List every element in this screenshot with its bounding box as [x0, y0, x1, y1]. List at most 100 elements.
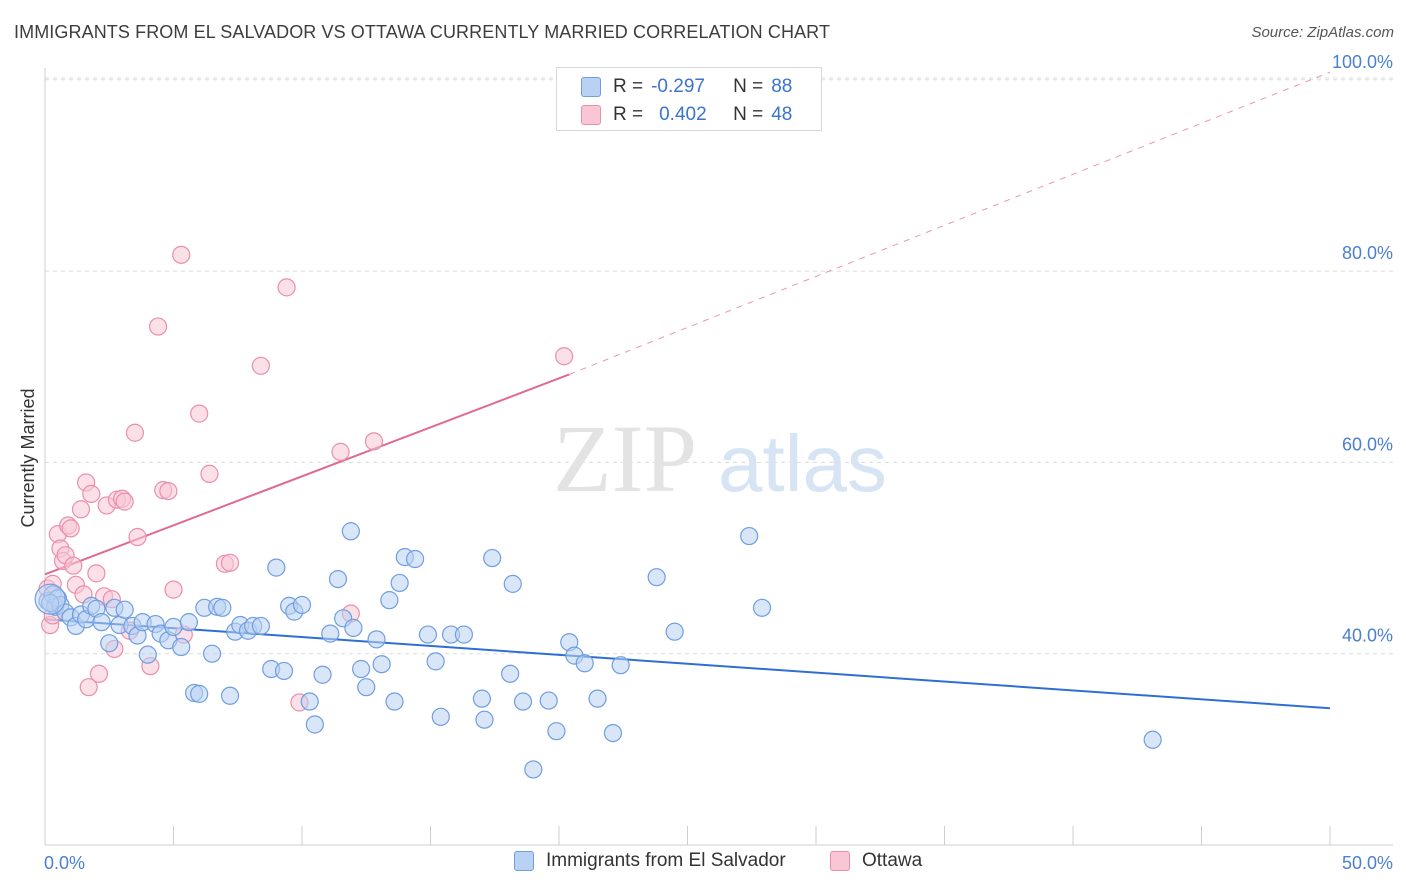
watermark: ZIP atlas — [553, 405, 887, 512]
data-point-el-salvador — [328, 569, 348, 589]
legend-r-label: R = — [613, 104, 644, 125]
data-point-el-salvador — [202, 644, 222, 663]
chart-source: Source: ZipAtlas.com — [1251, 24, 1394, 41]
legend-n-value: 48 — [771, 104, 793, 125]
bottom-legend-blue: Immigrants from El Salvador — [514, 850, 786, 872]
labels-layer: 40.0% 60.0% 80.0% 100.0% 0.0% 50.0% Currently … — [18, 52, 1393, 873]
data-point-el-salvador — [454, 625, 474, 644]
data-point-el-salvador — [372, 655, 391, 674]
y-tick-label: 100.0% — [1332, 52, 1393, 72]
legend-n-label: N = — [733, 104, 764, 125]
data-point-ottawa — [125, 423, 145, 442]
data-point-el-salvador — [547, 722, 566, 741]
y-axis-title: Currently Married — [18, 388, 38, 527]
data-point-el-salvador — [539, 691, 558, 710]
data-point-ottawa — [89, 664, 109, 683]
data-point-el-salvador — [475, 710, 494, 729]
data-point-ottawa — [251, 356, 270, 375]
legend-n-value: 88 — [771, 76, 793, 97]
data-point-ottawa — [172, 245, 191, 264]
legend-r-label: R = — [613, 76, 644, 97]
grid-layer — [45, 77, 1393, 655]
data-point-el-salvador — [251, 616, 270, 636]
y-tick-label: 80.0% — [1342, 243, 1393, 263]
data-point-el-salvador — [611, 656, 630, 675]
data-point-el-salvador — [115, 600, 134, 619]
data-point-ottawa — [64, 556, 83, 575]
trendline-ottawa-solid — [44, 373, 570, 576]
data-point-el-salvador — [267, 558, 286, 577]
data-point-ottawa — [164, 580, 183, 599]
data-point-el-salvador — [431, 707, 450, 726]
data-point-el-salvador — [647, 568, 666, 587]
data-point-ottawa — [87, 564, 106, 583]
data-point-ottawa — [82, 484, 101, 504]
data-point-el-salvador — [380, 591, 399, 610]
data-point-el-salvador — [313, 665, 332, 684]
data-point-el-salvador — [100, 634, 119, 653]
data-point-ottawa — [71, 500, 91, 519]
data-point-el-salvador — [524, 760, 543, 779]
data-point-ottawa — [200, 464, 219, 483]
watermark-zip: ZIP — [553, 405, 697, 512]
data-point-ottawa — [364, 432, 384, 451]
data-point-ottawa — [61, 519, 80, 538]
data-point-el-salvador — [426, 652, 445, 671]
data-point-el-salvador — [300, 692, 319, 711]
watermark-atlas: atlas — [718, 419, 887, 508]
data-point-ottawa — [128, 527, 147, 547]
data-point-el-salvador — [220, 686, 240, 705]
data-point-ottawa — [220, 553, 240, 572]
y-tick-label: 40.0% — [1342, 626, 1393, 646]
data-point-el-salvador — [418, 625, 438, 644]
data-point-el-salvador — [503, 574, 522, 593]
data-point-el-salvador — [513, 692, 533, 711]
data-point-el-salvador — [740, 526, 759, 546]
data-point-el-salvador — [575, 654, 594, 673]
data-point-el-salvador — [179, 613, 199, 632]
data-point-el-salvador — [274, 661, 294, 681]
axes-layer — [44, 68, 1393, 846]
data-point-el-salvador — [92, 613, 111, 632]
data-point-el-salvador — [190, 684, 209, 703]
data-point-el-salvador — [385, 692, 404, 711]
points-layer — [34, 245, 1162, 779]
chart-title: IMMIGRANTS FROM EL SALVADOR VS OTTAWA CU… — [14, 22, 831, 42]
data-point-el-salvador — [344, 618, 363, 637]
data-point-el-salvador — [405, 549, 425, 569]
legend-n-label: N = — [733, 76, 764, 97]
x-tick-label: 0.0% — [44, 853, 85, 873]
x-tick-label: 50.0% — [1342, 853, 1393, 873]
data-point-el-salvador — [588, 689, 607, 708]
legend-row-blue: R = -0.297 N = 88 — [581, 72, 792, 102]
data-point-ottawa — [190, 404, 209, 423]
data-point-el-salvador — [367, 630, 386, 649]
legend-r-value: -0.297 — [651, 76, 705, 97]
legend-swatch-pink — [830, 851, 850, 871]
trendline-ottawa-dashed — [569, 71, 1331, 375]
legend-swatch-blue — [581, 77, 601, 97]
legend-swatch-pink — [581, 105, 601, 125]
data-point-el-salvador — [321, 624, 340, 643]
data-point-el-salvador — [1143, 730, 1162, 749]
data-point-el-salvador — [501, 664, 520, 683]
data-point-ottawa — [159, 481, 178, 501]
data-point-el-salvador — [390, 573, 409, 593]
data-point-ottawa — [115, 492, 134, 511]
data-point-ottawa — [331, 442, 350, 461]
legend-label-el-salvador: Immigrants from El Salvador — [546, 850, 786, 871]
correlation-legend: R = -0.297 N = 88 R = 0.402 N = 48 — [556, 67, 822, 131]
data-point-el-salvador — [164, 617, 183, 637]
data-point-el-salvador — [472, 689, 491, 708]
data-point-ottawa — [555, 347, 574, 366]
data-point-el-salvador — [138, 645, 157, 664]
data-point-ottawa — [79, 678, 98, 697]
data-point-el-salvador — [305, 715, 324, 734]
data-point-el-salvador — [665, 622, 684, 641]
legend-r-value: 0.402 — [659, 104, 707, 125]
data-point-el-salvador — [603, 723, 623, 743]
trend-layer — [44, 71, 1331, 710]
data-point-el-salvador — [172, 637, 191, 657]
legend-label-ottawa: Ottawa — [862, 850, 923, 871]
